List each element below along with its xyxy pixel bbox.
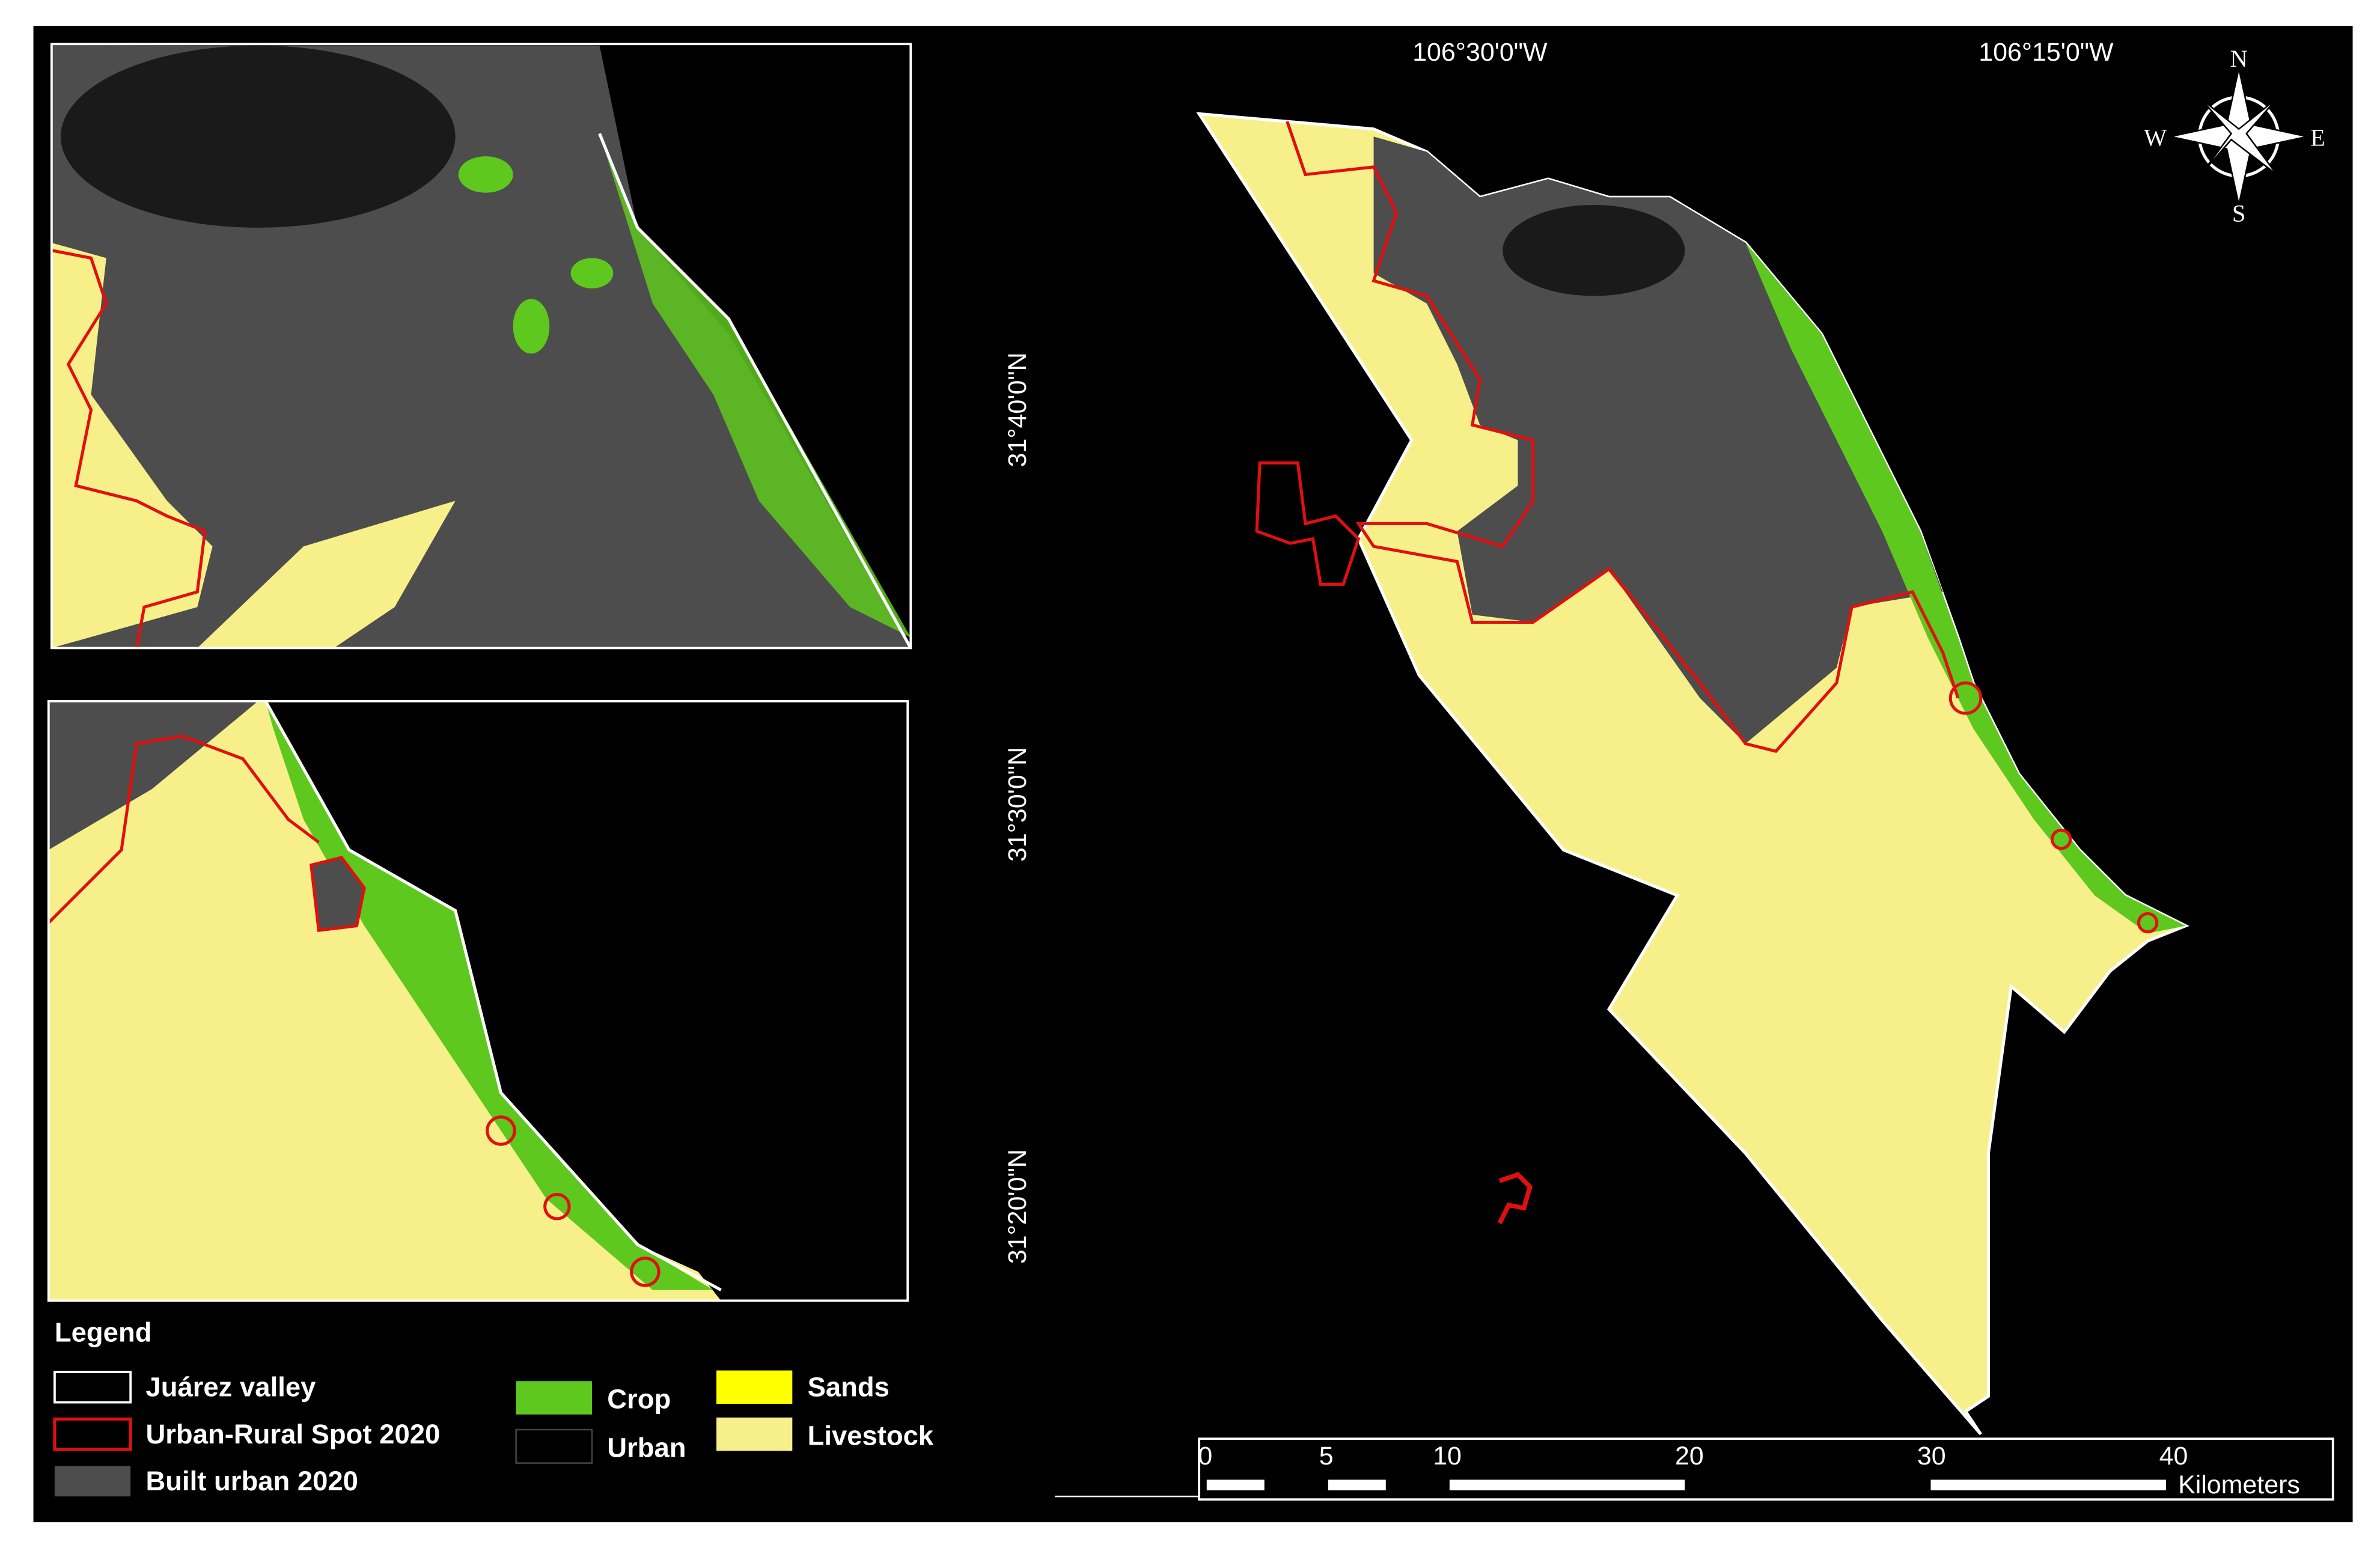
inset-border [50, 43, 912, 650]
urban-rural-spot [1255, 461, 1361, 586]
legend-swatch [516, 1381, 592, 1415]
outside-area [51, 44, 911, 648]
compass-n: N [2230, 45, 2248, 72]
legend-swatch [716, 1417, 793, 1451]
urban-rural-spot [2050, 828, 2072, 850]
crop [599, 133, 911, 638]
longitude-label: 106°30'0"W [1412, 38, 1548, 67]
main-map [1196, 112, 2189, 1436]
scale-segment [1328, 1479, 1386, 1491]
urban-rural-spot [2137, 912, 2159, 934]
scale-unit: Kilometers [2178, 1470, 2300, 1499]
urban-rural-spot [630, 1257, 661, 1287]
crop [570, 258, 614, 288]
legend-label: Sands [808, 1371, 889, 1402]
compass-e: E [2310, 124, 2325, 151]
inset-north [50, 43, 912, 650]
urban-rural-spot [543, 1193, 571, 1220]
legend-swatch [53, 1417, 132, 1451]
compass-star [2200, 98, 2278, 175]
legend-label: Crop [607, 1384, 671, 1415]
scale-segment [1930, 1479, 2166, 1491]
legend-label: Juárez valley [145, 1371, 316, 1402]
scale-tick-label: 30 [1917, 1442, 1946, 1470]
scale-segment [1206, 1479, 1265, 1491]
scale-tick-label: 0 [1198, 1442, 1212, 1470]
urban-rural-boundary [48, 734, 320, 924]
compass-w: W [2144, 124, 2167, 151]
outside-area [265, 701, 908, 1301]
valley-boundary [598, 133, 911, 648]
crop [513, 299, 550, 354]
urban-rural-spot [1948, 681, 1983, 715]
compass-rose: N E S W [2144, 45, 2325, 227]
crop [1745, 243, 2186, 934]
legend: Legend Juárez valley Urban-Rural Spot 20… [53, 1317, 934, 1497]
latitude-label: 31°40'0"N [1003, 352, 1032, 467]
legend-swatch [54, 1466, 131, 1497]
inset-south [47, 699, 909, 1302]
urban-rural-boundary [51, 249, 207, 648]
livestock [51, 243, 213, 648]
scale-bar: Kilometers 0 5 10 20 30 40 [1055, 1437, 2334, 1501]
latitude-label: 31°30'0"N [1003, 747, 1032, 862]
scale-tick-label: 10 [1433, 1442, 1462, 1470]
legend-label: Urban [607, 1433, 686, 1463]
urban [61, 45, 456, 228]
built-urban [48, 701, 258, 850]
livestock [197, 501, 456, 648]
legend-swatch [53, 1371, 132, 1404]
scale-tick-label: 5 [1319, 1442, 1334, 1470]
scale-tick-label: 20 [1675, 1442, 1704, 1470]
urban-rural-boundary [1286, 121, 1960, 753]
legend-swatch [515, 1428, 593, 1464]
built-urban [1373, 136, 1943, 744]
latitude-label: 31°20'0"N [1003, 1149, 1032, 1264]
legend-label: Livestock [808, 1420, 934, 1451]
inset-border [47, 699, 909, 1302]
compass-s: S [2232, 200, 2245, 227]
scale-segment [1449, 1479, 1685, 1491]
legend-label: Built urban 2020 [145, 1466, 358, 1496]
scale-tick-label: 40 [2159, 1442, 2188, 1470]
urban-rural-spot [309, 856, 366, 932]
legend-swatch [716, 1370, 793, 1404]
valley-boundary [264, 701, 722, 1291]
urban [1503, 204, 1685, 296]
legend-title: Legend [55, 1317, 152, 1348]
urban-rural-spot [1497, 1172, 1533, 1225]
urban-rural-spot [486, 1115, 516, 1146]
legend-label: Urban-Rural Spot 2020 [145, 1419, 440, 1449]
longitude-label: 106°15'0"W [1979, 38, 2114, 67]
crop [458, 156, 513, 193]
